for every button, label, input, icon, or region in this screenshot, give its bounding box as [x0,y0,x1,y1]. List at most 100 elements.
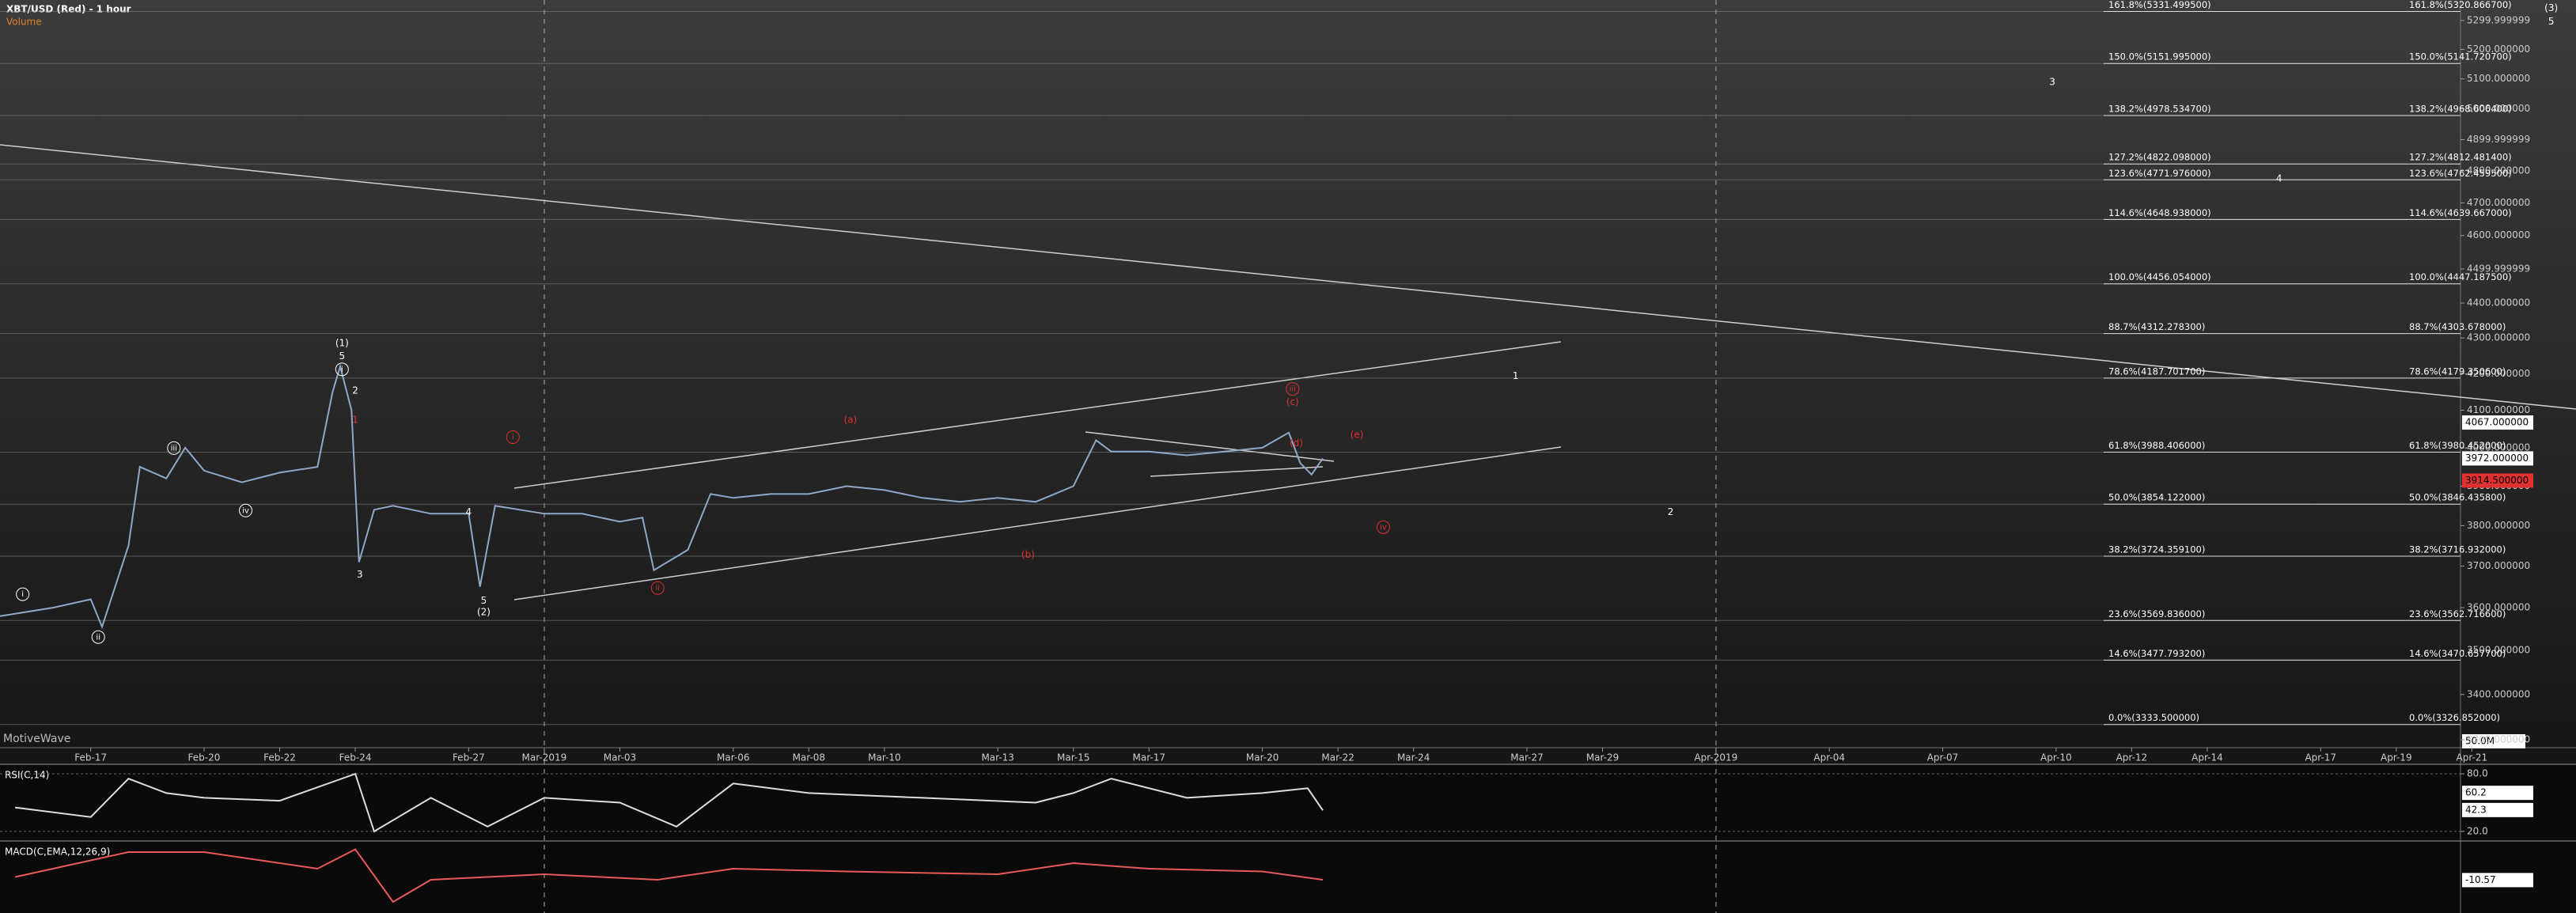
y-tick-label: 20.0 [2467,825,2488,836]
wave-circle [1376,520,1390,534]
fib-label: 88.7%(4303.678000) [2409,321,2506,332]
wave-label: 3 [357,569,363,580]
y-tick-label: 4800.000000 [2467,165,2530,176]
fib-label: 14.6%(3470.657700) [2409,648,2506,659]
x-tick-label: Mar-06 [717,752,749,763]
fib-label: 127.2%(4822.098000) [2108,152,2211,163]
x-tick-label: Mar-13 [981,752,1013,763]
y-tick-label: 3700.000000 [2467,560,2530,571]
wave-label: ii [655,584,660,593]
y-tick-label: 4899.999999 [2467,134,2530,145]
trend-line [0,144,2576,410]
wave-circle [1286,382,1300,396]
y-tick-label: 3800.000000 [2467,520,2530,531]
x-tick-label: Apr-19 [2381,752,2412,763]
chart-title: XBT/USD (Red) - 1 hour [6,4,131,15]
wave-label: 5 [481,595,487,606]
trend-line [513,446,1562,600]
x-tick-label: Mar-2019 [522,752,567,763]
x-tick-label: Feb-22 [263,752,296,763]
fib-label: 150.0%(5151.995000) [2108,51,2211,63]
fib-label: 38.2%(3724.359100) [2108,544,2205,555]
watermark: MotiveWave [3,733,70,745]
wave-label: (c) [1286,396,1299,407]
fib-label: 88.7%(4312.278300) [2108,321,2205,332]
wave-label: ii [96,633,100,642]
x-tick-label: Mar-29 [1586,752,1619,763]
price-label: 3914.500000 [2465,475,2529,486]
fib-label: 38.2%(3716.932000) [2409,544,2506,555]
fib-label: 50.0%(3854.122000) [2108,492,2205,503]
price-label: -10.57 [2465,874,2496,885]
fib-label: 78.6%(4179.350600) [2409,366,2506,377]
x-tick-label: Feb-27 [453,752,485,763]
wave-label: 5 [339,350,346,362]
x-tick-label: Apr-12 [2116,752,2148,763]
wave-label: (a) [844,415,858,426]
y-tick-label: 4100.000000 [2467,404,2530,415]
x-tick-label: Apr-07 [1927,752,1959,763]
y-tick-label: 5000.000000 [2467,103,2530,114]
fib-label: 0.0%(3333.500000) [2108,712,2199,723]
fib-label: 100.0%(4456.054000) [2108,271,2211,282]
fib-label: 114.6%(4648.938000) [2108,207,2211,218]
wave-circle [650,581,665,595]
fib-label: 114.6%(4639.667000) [2409,207,2512,218]
price-line [14,848,1324,904]
fib-label: 61.8%(3980.452000) [2409,440,2506,451]
wave-label: (2) [477,606,491,617]
x-tick-label: Mar-08 [793,752,825,763]
fib-label: 150.0%(5141.720700) [2409,51,2512,63]
rsi-title: RSI(C,14) [5,770,49,781]
wave-label: i [341,366,343,374]
fib-label: 127.2%(4812.481400) [2409,152,2512,163]
wave-circle [16,587,30,601]
y-tick-label: 3500.000000 [2467,645,2530,656]
wave-label: 1 [1513,370,1519,381]
x-tick-label: Feb-20 [188,752,221,763]
fib-label: 161.8%(5320.866700) [2409,0,2512,10]
x-tick-label: Mar-20 [1246,752,1279,763]
fib-label: 23.6%(3562.716600) [2409,608,2506,619]
wave-label: i [21,590,24,599]
y-tick-label: 4700.000000 [2467,197,2530,208]
y-tick-label: 4200.000000 [2467,368,2530,379]
x-tick-label: Apr-04 [1813,752,1845,763]
price-label: 3972.000000 [2465,453,2529,464]
fib-label: 0.0%(3326.852000) [2409,712,2500,723]
x-tick-label: Mar-10 [868,752,900,763]
trend-lines [0,144,2576,600]
x-tick-label: Feb-17 [74,752,107,763]
indicator-background [0,764,2576,913]
wave-label: iv [1380,523,1387,532]
y-tick-label: 3600.000000 [2467,602,2530,613]
y-tick-label: 3300.000000 [2467,734,2530,745]
wave-label: 1 [352,415,358,426]
wave-label: 4 [2276,173,2282,184]
x-tick-label: Mar-17 [1133,752,1165,763]
y-tick-label: 4400.000000 [2467,297,2530,309]
fib-label: 123.6%(4762.459500) [2409,168,2512,179]
trend-line [513,341,1562,489]
wave-label: 3 [2049,76,2055,87]
wave-label: (e) [1351,430,1364,441]
wave-label: iii [171,444,177,453]
fib-label: 138.2%(4968.606400) [2409,103,2512,114]
wave-circle [167,441,181,455]
trend-line [1150,466,1324,477]
y-tick-label: 5200.000000 [2467,44,2530,55]
wave-label: (b) [1021,549,1035,560]
macd-title: MACD(C,EMA,12,26,9) [5,847,110,858]
volume-axis-box [2462,734,2525,748]
price-line [0,363,1324,630]
price-label-box [2462,786,2533,801]
price-line [14,772,1324,833]
wave-label: 4 [466,506,472,517]
x-tick-label: Apr-17 [2305,752,2336,763]
price-label-box [2462,873,2533,888]
y-tick-label: 5100.000000 [2467,73,2530,84]
price-label: 4067.000000 [2465,417,2529,428]
wave-label: (3) [2544,2,2558,13]
